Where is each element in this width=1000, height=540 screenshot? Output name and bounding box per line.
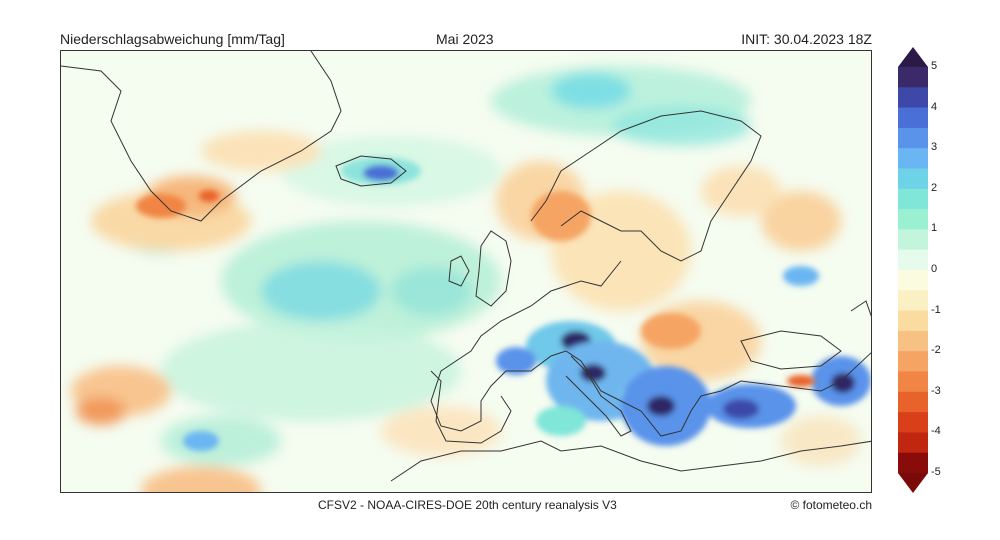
anomaly-field — [71, 66, 861, 492]
colorbar-tick-label: -1 — [931, 303, 941, 316]
colorbar-segment — [898, 249, 928, 271]
colorbar-segment — [898, 310, 928, 332]
colorbar-segment — [898, 351, 928, 372]
colorbar-segment — [898, 371, 928, 393]
data-source: CFSV2 - NOAA-CIRES-DOE 20th century rean… — [318, 498, 617, 512]
colorbar-segment — [898, 67, 928, 88]
colorbar-segment — [898, 391, 928, 413]
colorbar-segment — [898, 127, 928, 149]
colorbar-tick-label: 4 — [931, 100, 938, 113]
colorbar-segment — [898, 229, 928, 251]
colorbar-segment — [898, 188, 928, 210]
colorbar-segment — [898, 168, 928, 190]
colorbar-segment — [898, 270, 928, 291]
colorbar — [898, 47, 928, 493]
colorbar-segment — [898, 290, 928, 312]
init-label: INIT: 30.04.2023 18Z — [741, 31, 872, 47]
colorbar-segment — [898, 87, 928, 109]
colorbar-tick-label: 5 — [931, 60, 938, 72]
colorbar-tick-label: 1 — [931, 222, 938, 235]
chart-title: Niederschlagsabweichung [mm/Tag] — [60, 31, 285, 47]
credit-label: © fotometeo.ch — [790, 498, 872, 512]
colorbar-segment — [898, 209, 928, 230]
coastlines — [61, 51, 871, 482]
colorbar-segment — [898, 432, 928, 454]
colorbar-max-extension — [898, 47, 928, 67]
colorbar-min-extension — [898, 473, 928, 493]
colorbar-tick-label: -3 — [931, 384, 941, 397]
anomaly-map — [60, 50, 872, 493]
colorbar-tick-label: -5 — [931, 466, 941, 478]
colorbar-tick-label: 3 — [931, 141, 938, 154]
colorbar-segment — [898, 148, 928, 169]
colorbar-tick-label: 0 — [931, 263, 938, 275]
colorbar-tick-label: -4 — [931, 425, 941, 438]
colorbar-segment — [898, 107, 928, 129]
colorbar-tick-label: 2 — [931, 181, 938, 194]
wet-cores — [183, 157, 871, 451]
colorbar-segment — [898, 412, 928, 433]
colorbar-tick-label: -2 — [931, 344, 941, 357]
period-label: Mai 2023 — [436, 31, 494, 47]
colorbar-segment — [898, 330, 928, 352]
colorbar-segment — [898, 452, 928, 474]
